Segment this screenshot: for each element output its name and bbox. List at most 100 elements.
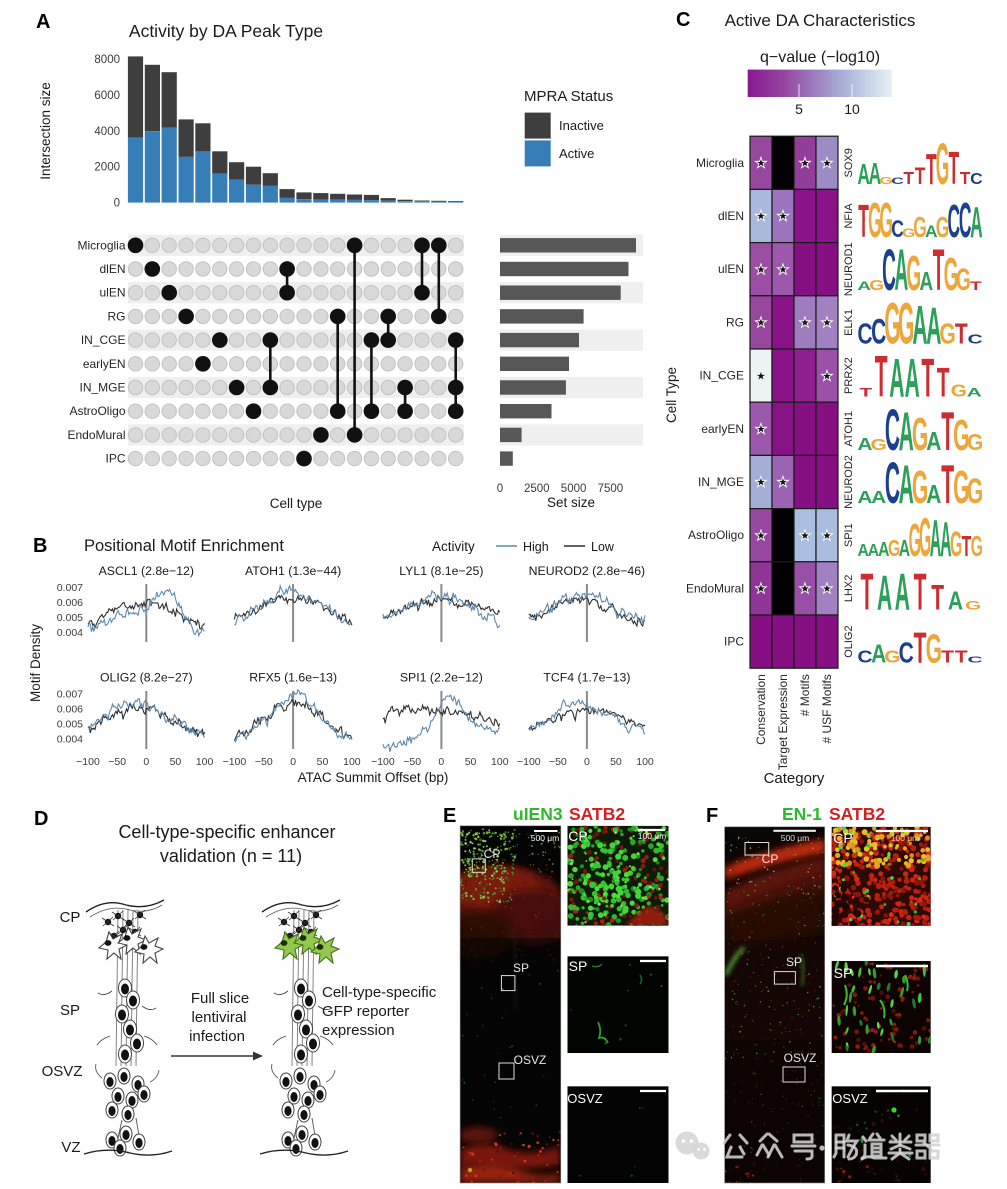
svg-text:0: 0 [497, 483, 503, 495]
svg-text:A: A [899, 453, 914, 515]
svg-text:A: A [967, 386, 982, 399]
svg-text:OLIG2 (8.2e−27): OLIG2 (8.2e−27) [100, 671, 193, 685]
svg-text:OSVZ: OSVZ [832, 1091, 867, 1106]
svg-text:100: 100 [491, 756, 509, 768]
svg-text:T: T [875, 346, 888, 410]
svg-text:0.004: 0.004 [57, 627, 83, 639]
svg-text:0.007: 0.007 [57, 689, 83, 701]
svg-text:0: 0 [584, 756, 590, 768]
svg-text:C: C [885, 399, 900, 463]
svg-text:G: G [967, 429, 983, 455]
svg-text:RG: RG [726, 315, 744, 329]
svg-text:G: G [913, 212, 927, 245]
svg-text:A: A [868, 540, 879, 560]
svg-text:Low: Low [591, 540, 615, 554]
svg-text:★: ★ [800, 317, 810, 329]
svg-text:A: A [857, 281, 871, 294]
svg-text:SP: SP [834, 965, 853, 981]
svg-text:B: B [33, 535, 47, 557]
svg-text:OLIG2: OLIG2 [843, 625, 855, 657]
svg-text:G: G [902, 228, 916, 241]
svg-text:C: C [882, 239, 896, 304]
svg-text:0: 0 [290, 756, 296, 768]
svg-text:AstroOligo: AstroOligo [688, 528, 744, 542]
svg-text:G: G [884, 648, 900, 667]
svg-text:0.005: 0.005 [57, 719, 83, 731]
svg-text:ulEN: ulEN [718, 262, 744, 276]
svg-text:G: G [879, 175, 893, 187]
svg-text:SP: SP [786, 955, 802, 969]
svg-text:A: A [905, 346, 920, 408]
svg-text:A: A [926, 297, 941, 355]
svg-text:★: ★ [822, 370, 832, 382]
svg-text:0.007: 0.007 [57, 582, 83, 594]
svg-text:SATB2: SATB2 [569, 804, 625, 824]
svg-text:EN-1: EN-1 [782, 804, 822, 824]
svg-text:earlyEN: earlyEN [83, 357, 126, 371]
svg-text:A: A [926, 428, 941, 457]
svg-text:ulEN: ulEN [99, 286, 125, 300]
svg-text:SP: SP [569, 958, 588, 974]
svg-text:G: G [956, 261, 971, 297]
svg-text:E: E [443, 805, 456, 827]
svg-text:ATOH1: ATOH1 [843, 411, 855, 447]
svg-text:AstroOligo: AstroOligo [69, 404, 125, 418]
svg-text:RFX5 (1.6e−13): RFX5 (1.6e−13) [249, 671, 337, 685]
svg-text:8000: 8000 [94, 54, 120, 66]
svg-text:dlEN: dlEN [99, 262, 125, 276]
svg-text:IN_MGE: IN_MGE [79, 381, 125, 395]
svg-text:−50: −50 [549, 756, 567, 768]
svg-text:★: ★ [800, 158, 810, 170]
svg-text:OSVZ: OSVZ [567, 1091, 602, 1106]
svg-text:A: A [940, 512, 951, 567]
svg-text:T: T [926, 146, 937, 195]
svg-text:C: C [948, 196, 961, 248]
svg-text:infection: infection [189, 1028, 245, 1045]
svg-text:A: A [871, 489, 886, 508]
svg-text:−50: −50 [255, 756, 273, 768]
svg-text:★: ★ [756, 530, 766, 542]
svg-text:G: G [871, 435, 887, 453]
svg-text:50: 50 [170, 756, 182, 768]
svg-text:50: 50 [610, 756, 622, 768]
svg-text:NEUROD1: NEUROD1 [843, 242, 855, 296]
svg-text:T: T [858, 196, 869, 248]
svg-text:G: G [967, 473, 983, 512]
svg-text:IN_MGE: IN_MGE [698, 475, 744, 489]
svg-text:★: ★ [800, 530, 810, 542]
svg-text:★: ★ [756, 158, 766, 170]
svg-text:★: ★ [756, 211, 766, 223]
svg-text:A: A [970, 199, 983, 248]
svg-text:★: ★ [800, 583, 810, 595]
svg-text:T: T [962, 530, 972, 562]
svg-text:★: ★ [756, 370, 766, 382]
svg-text:# USF Motifs: # USF Motifs [820, 674, 834, 743]
svg-text:G: G [950, 525, 962, 564]
svg-text:PRRX2: PRRX2 [843, 357, 855, 394]
svg-text:G: G [919, 506, 931, 569]
svg-text:Cell-type-specific enhancer: Cell-type-specific enhancer [118, 822, 335, 842]
svg-text:Activity by DA Peak Type: Activity by DA Peak Type [129, 21, 323, 41]
svg-text:A: A [895, 563, 910, 621]
svg-text:IPC: IPC [105, 452, 125, 466]
svg-text:LHX2: LHX2 [843, 575, 855, 603]
svg-text:Target Expression: Target Expression [776, 674, 790, 770]
svg-text:dlEN: dlEN [718, 209, 744, 223]
svg-text:G: G [936, 212, 950, 245]
svg-text:A: A [912, 293, 927, 355]
svg-text:C: C [970, 170, 983, 188]
svg-text:G: G [936, 132, 950, 197]
svg-text:★: ★ [756, 317, 766, 329]
svg-text:0: 0 [438, 756, 444, 768]
svg-text:lentiviral: lentiviral [191, 1009, 246, 1026]
svg-text:500 μm: 500 μm [781, 833, 810, 843]
svg-text:Cell-type-specific: Cell-type-specific [322, 984, 437, 1001]
svg-text:A: A [878, 538, 889, 560]
svg-text:A: A [926, 481, 941, 510]
svg-text:−50: −50 [403, 756, 421, 768]
svg-text:500 μm: 500 μm [531, 833, 560, 843]
svg-text:NEUROD2: NEUROD2 [843, 455, 855, 509]
svg-text:q−value (−log10): q−value (−log10) [760, 49, 880, 66]
svg-text:EndoMural: EndoMural [67, 428, 125, 442]
svg-text:G: G [868, 193, 882, 248]
